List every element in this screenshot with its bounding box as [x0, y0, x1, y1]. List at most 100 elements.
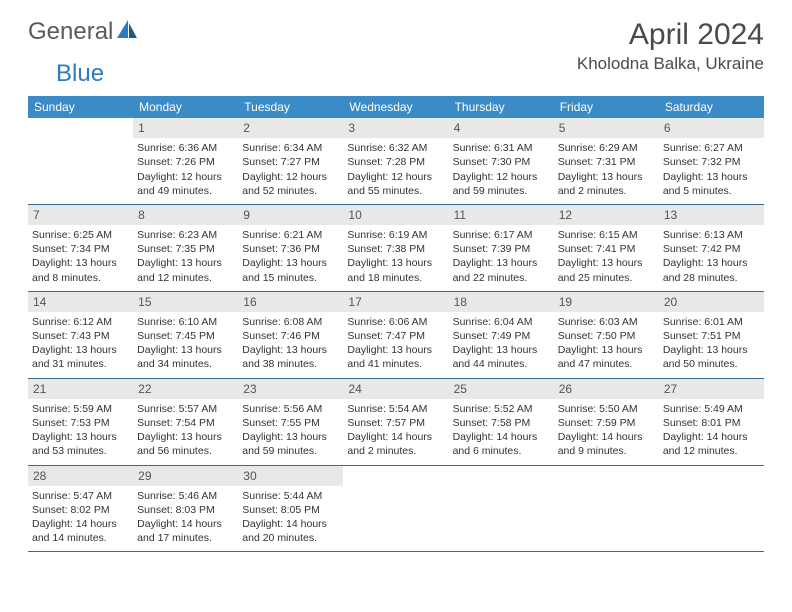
day-cell-empty [28, 118, 133, 204]
sunrise-line: Sunrise: 5:59 AM [32, 402, 129, 416]
sunrise-line: Sunrise: 6:01 AM [663, 315, 760, 329]
sunset-line: Sunset: 7:57 PM [347, 416, 444, 430]
sunrise-line: Sunrise: 6:04 AM [453, 315, 550, 329]
sunrise-line: Sunrise: 5:56 AM [242, 402, 339, 416]
day-number-row: 11 [449, 205, 554, 225]
day-cell-empty [449, 466, 554, 552]
sunrise-line: Sunrise: 5:52 AM [453, 402, 550, 416]
day-cell: 26Sunrise: 5:50 AMSunset: 7:59 PMDayligh… [554, 379, 659, 465]
daylight-line-2: and 20 minutes. [242, 531, 339, 545]
day-number-row: 1 [133, 118, 238, 138]
day-cell: 2Sunrise: 6:34 AMSunset: 7:27 PMDaylight… [238, 118, 343, 204]
day-number: 23 [243, 382, 256, 396]
sunset-line: Sunset: 7:50 PM [558, 329, 655, 343]
daylight-line-2: and 2 minutes. [347, 444, 444, 458]
day-number-row: 16 [238, 292, 343, 312]
sunset-line: Sunset: 7:38 PM [347, 242, 444, 256]
sunrise-line: Sunrise: 6:31 AM [453, 141, 550, 155]
weekday-header: Friday [554, 96, 659, 118]
sunrise-line: Sunrise: 5:54 AM [347, 402, 444, 416]
day-cell: 5Sunrise: 6:29 AMSunset: 7:31 PMDaylight… [554, 118, 659, 204]
day-number-row: 2 [238, 118, 343, 138]
daylight-line-1: Daylight: 12 hours [137, 170, 234, 184]
daylight-line-1: Daylight: 13 hours [137, 430, 234, 444]
sunset-line: Sunset: 7:32 PM [663, 155, 760, 169]
sunset-line: Sunset: 7:59 PM [558, 416, 655, 430]
day-number: 19 [559, 295, 572, 309]
day-number: 17 [348, 295, 361, 309]
day-number: 4 [454, 121, 461, 135]
day-cell: 11Sunrise: 6:17 AMSunset: 7:39 PMDayligh… [449, 205, 554, 291]
day-cell: 18Sunrise: 6:04 AMSunset: 7:49 PMDayligh… [449, 292, 554, 378]
day-number-row: 7 [28, 205, 133, 225]
sunrise-line: Sunrise: 6:13 AM [663, 228, 760, 242]
sunset-line: Sunset: 7:49 PM [453, 329, 550, 343]
sunset-line: Sunset: 7:43 PM [32, 329, 129, 343]
daylight-line-2: and 9 minutes. [558, 444, 655, 458]
sunset-line: Sunset: 8:02 PM [32, 503, 129, 517]
day-number: 11 [454, 208, 466, 222]
daylight-line-1: Daylight: 13 hours [347, 256, 444, 270]
day-cell: 23Sunrise: 5:56 AMSunset: 7:55 PMDayligh… [238, 379, 343, 465]
day-cell-empty [659, 466, 764, 552]
week-row: 1Sunrise: 6:36 AMSunset: 7:26 PMDaylight… [28, 118, 764, 205]
sunrise-line: Sunrise: 5:50 AM [558, 402, 655, 416]
daylight-line-1: Daylight: 13 hours [242, 430, 339, 444]
daylight-line-2: and 38 minutes. [242, 357, 339, 371]
sunrise-line: Sunrise: 5:47 AM [32, 489, 129, 503]
daylight-line-1: Daylight: 13 hours [558, 256, 655, 270]
sunrise-line: Sunrise: 6:10 AM [137, 315, 234, 329]
day-cell: 8Sunrise: 6:23 AMSunset: 7:35 PMDaylight… [133, 205, 238, 291]
day-number: 2 [243, 121, 250, 135]
daylight-line-1: Daylight: 12 hours [242, 170, 339, 184]
daylight-line-1: Daylight: 13 hours [663, 256, 760, 270]
day-number-row: 12 [554, 205, 659, 225]
daylight-line-2: and 12 minutes. [137, 271, 234, 285]
daylight-line-1: Daylight: 13 hours [32, 430, 129, 444]
day-cell: 9Sunrise: 6:21 AMSunset: 7:36 PMDaylight… [238, 205, 343, 291]
daylight-line-1: Daylight: 13 hours [32, 343, 129, 357]
day-number-row: 30 [238, 466, 343, 486]
logo-sail-icon [117, 20, 139, 45]
daylight-line-1: Daylight: 14 hours [453, 430, 550, 444]
sunset-line: Sunset: 7:46 PM [242, 329, 339, 343]
daylight-line-2: and 8 minutes. [32, 271, 129, 285]
sunrise-line: Sunrise: 6:25 AM [32, 228, 129, 242]
day-number-row: 15 [133, 292, 238, 312]
day-number-row: 18 [449, 292, 554, 312]
day-number: 10 [348, 208, 361, 222]
day-number-row: 13 [659, 205, 764, 225]
daylight-line-1: Daylight: 13 hours [32, 256, 129, 270]
day-cell: 6Sunrise: 6:27 AMSunset: 7:32 PMDaylight… [659, 118, 764, 204]
logo: General [28, 18, 141, 46]
daylight-line-2: and 44 minutes. [453, 357, 550, 371]
weekday-header: Thursday [449, 96, 554, 118]
calendar-page: General April 2024 Kholodna Balka, Ukrai… [0, 0, 792, 570]
daylight-line-2: and 49 minutes. [137, 184, 234, 198]
daylight-line-1: Daylight: 14 hours [242, 517, 339, 531]
sunset-line: Sunset: 7:42 PM [663, 242, 760, 256]
day-number: 15 [138, 295, 151, 309]
day-number: 29 [138, 469, 151, 483]
daylight-line-2: and 55 minutes. [347, 184, 444, 198]
day-number-row: 3 [343, 118, 448, 138]
day-number-row: 14 [28, 292, 133, 312]
sunset-line: Sunset: 7:58 PM [453, 416, 550, 430]
sunset-line: Sunset: 7:41 PM [558, 242, 655, 256]
day-number: 12 [559, 208, 572, 222]
daylight-line-1: Daylight: 14 hours [347, 430, 444, 444]
sunset-line: Sunset: 7:47 PM [347, 329, 444, 343]
daylight-line-2: and 50 minutes. [663, 357, 760, 371]
day-cell: 3Sunrise: 6:32 AMSunset: 7:28 PMDaylight… [343, 118, 448, 204]
sunrise-line: Sunrise: 6:36 AM [137, 141, 234, 155]
day-number-row: 22 [133, 379, 238, 399]
week-row: 7Sunrise: 6:25 AMSunset: 7:34 PMDaylight… [28, 205, 764, 292]
daylight-line-1: Daylight: 13 hours [347, 343, 444, 357]
week-row: 28Sunrise: 5:47 AMSunset: 8:02 PMDayligh… [28, 466, 764, 553]
day-number: 16 [243, 295, 256, 309]
daylight-line-1: Daylight: 12 hours [453, 170, 550, 184]
day-cell: 1Sunrise: 6:36 AMSunset: 7:26 PMDaylight… [133, 118, 238, 204]
sunrise-line: Sunrise: 6:19 AM [347, 228, 444, 242]
daylight-line-1: Daylight: 13 hours [242, 256, 339, 270]
sunrise-line: Sunrise: 5:49 AM [663, 402, 760, 416]
